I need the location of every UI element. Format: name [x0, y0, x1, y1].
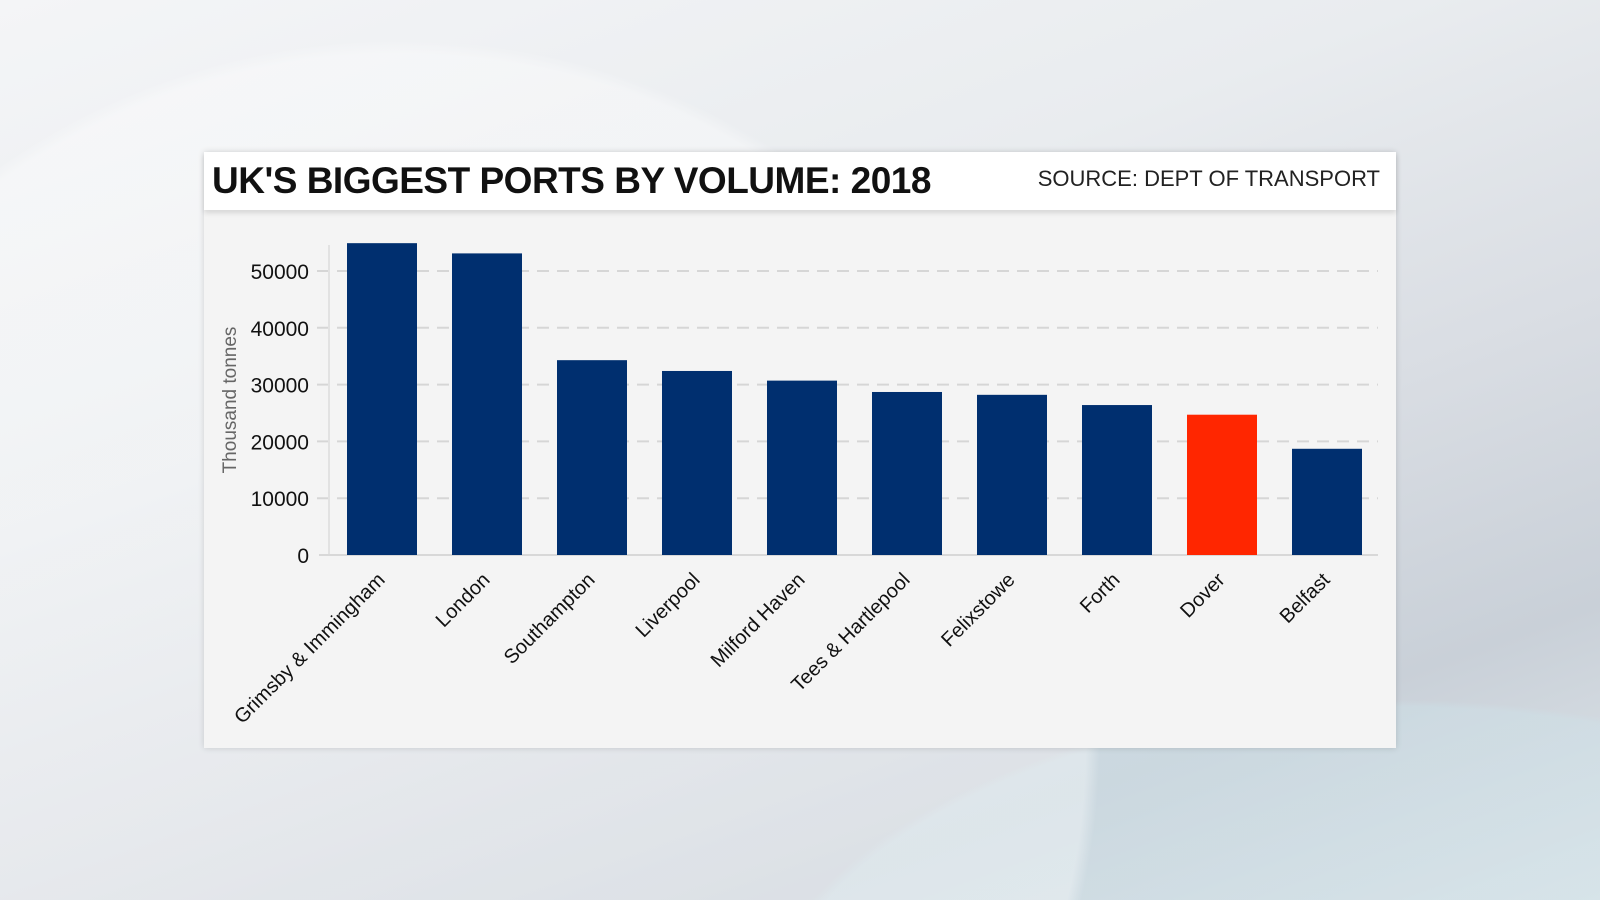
y-axis-label: Thousand tonnes — [220, 327, 241, 474]
y-tick-label: 50000 — [251, 261, 309, 284]
chart-source: SOURCE: DEPT OF TRANSPORT — [1037, 166, 1380, 191]
bar-southampton — [557, 360, 627, 555]
x-tick-label: Grimsby & Immingham — [230, 569, 389, 728]
x-tick-label: Belfast — [1276, 569, 1335, 628]
y-tick-label: 20000 — [251, 431, 309, 454]
x-tick-label: Milford Haven — [707, 569, 810, 672]
chart-title: UK'S BIGGEST PORTS BY VOLUME: 2018 — [212, 160, 931, 201]
bar-milford-haven — [767, 380, 837, 555]
bar-london — [452, 253, 522, 555]
bar-liverpool — [662, 370, 732, 555]
bar-tees-hartlepool — [872, 391, 942, 555]
bar-felixstowe — [977, 394, 1047, 555]
bar-grimsby-immingham — [347, 243, 417, 555]
y-tick-label: 10000 — [251, 488, 309, 511]
x-tick-label: Felixstowe — [937, 569, 1019, 651]
x-tick-label: Dover — [1176, 569, 1230, 623]
bar-dover — [1187, 414, 1257, 555]
x-tick-label: Tees & Hartlepool — [787, 569, 914, 696]
x-tick-label: Liverpool — [632, 569, 705, 642]
chart-header: UK'S BIGGEST PORTS BY VOLUME: 2018 SOURC… — [204, 152, 1396, 210]
y-tick-label: 0 — [297, 545, 309, 568]
bar-belfast — [1292, 448, 1362, 555]
x-tick-label: Forth — [1076, 569, 1125, 618]
x-tick-label: London — [432, 569, 495, 632]
bar-forth — [1082, 405, 1152, 555]
y-tick-label: 30000 — [251, 375, 309, 398]
x-tick-label: Southampton — [500, 569, 600, 669]
y-tick-label: 40000 — [251, 318, 309, 341]
